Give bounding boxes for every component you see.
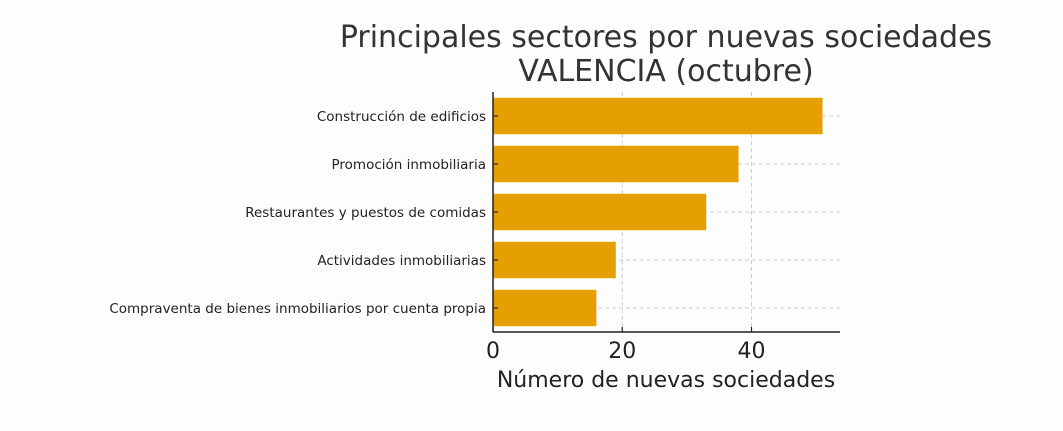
y-tick-label: Restaurantes y puestos de comidas xyxy=(245,205,486,221)
bar xyxy=(493,241,616,279)
chart-title: Principales sectores por nuevas sociedad… xyxy=(340,20,992,55)
bar xyxy=(493,289,597,327)
bar xyxy=(493,193,707,231)
y-tick-label: Compraventa de bienes inmobiliarios por … xyxy=(109,301,486,317)
bar xyxy=(493,145,739,183)
x-tick-label: 20 xyxy=(608,339,636,364)
y-tick-label: Actividades inmobiliarias xyxy=(317,253,486,269)
y-tick-label: Promoción inmobiliaria xyxy=(332,157,487,173)
x-tick-label: 40 xyxy=(737,339,765,364)
x-tick-label: 0 xyxy=(486,339,500,364)
x-axis-label: Número de nuevas sociedades xyxy=(497,368,835,393)
chart-subtitle: VALENCIA (octubre) xyxy=(518,54,813,89)
bar xyxy=(493,97,823,135)
y-tick-label: Construcción de edificios xyxy=(317,109,486,125)
